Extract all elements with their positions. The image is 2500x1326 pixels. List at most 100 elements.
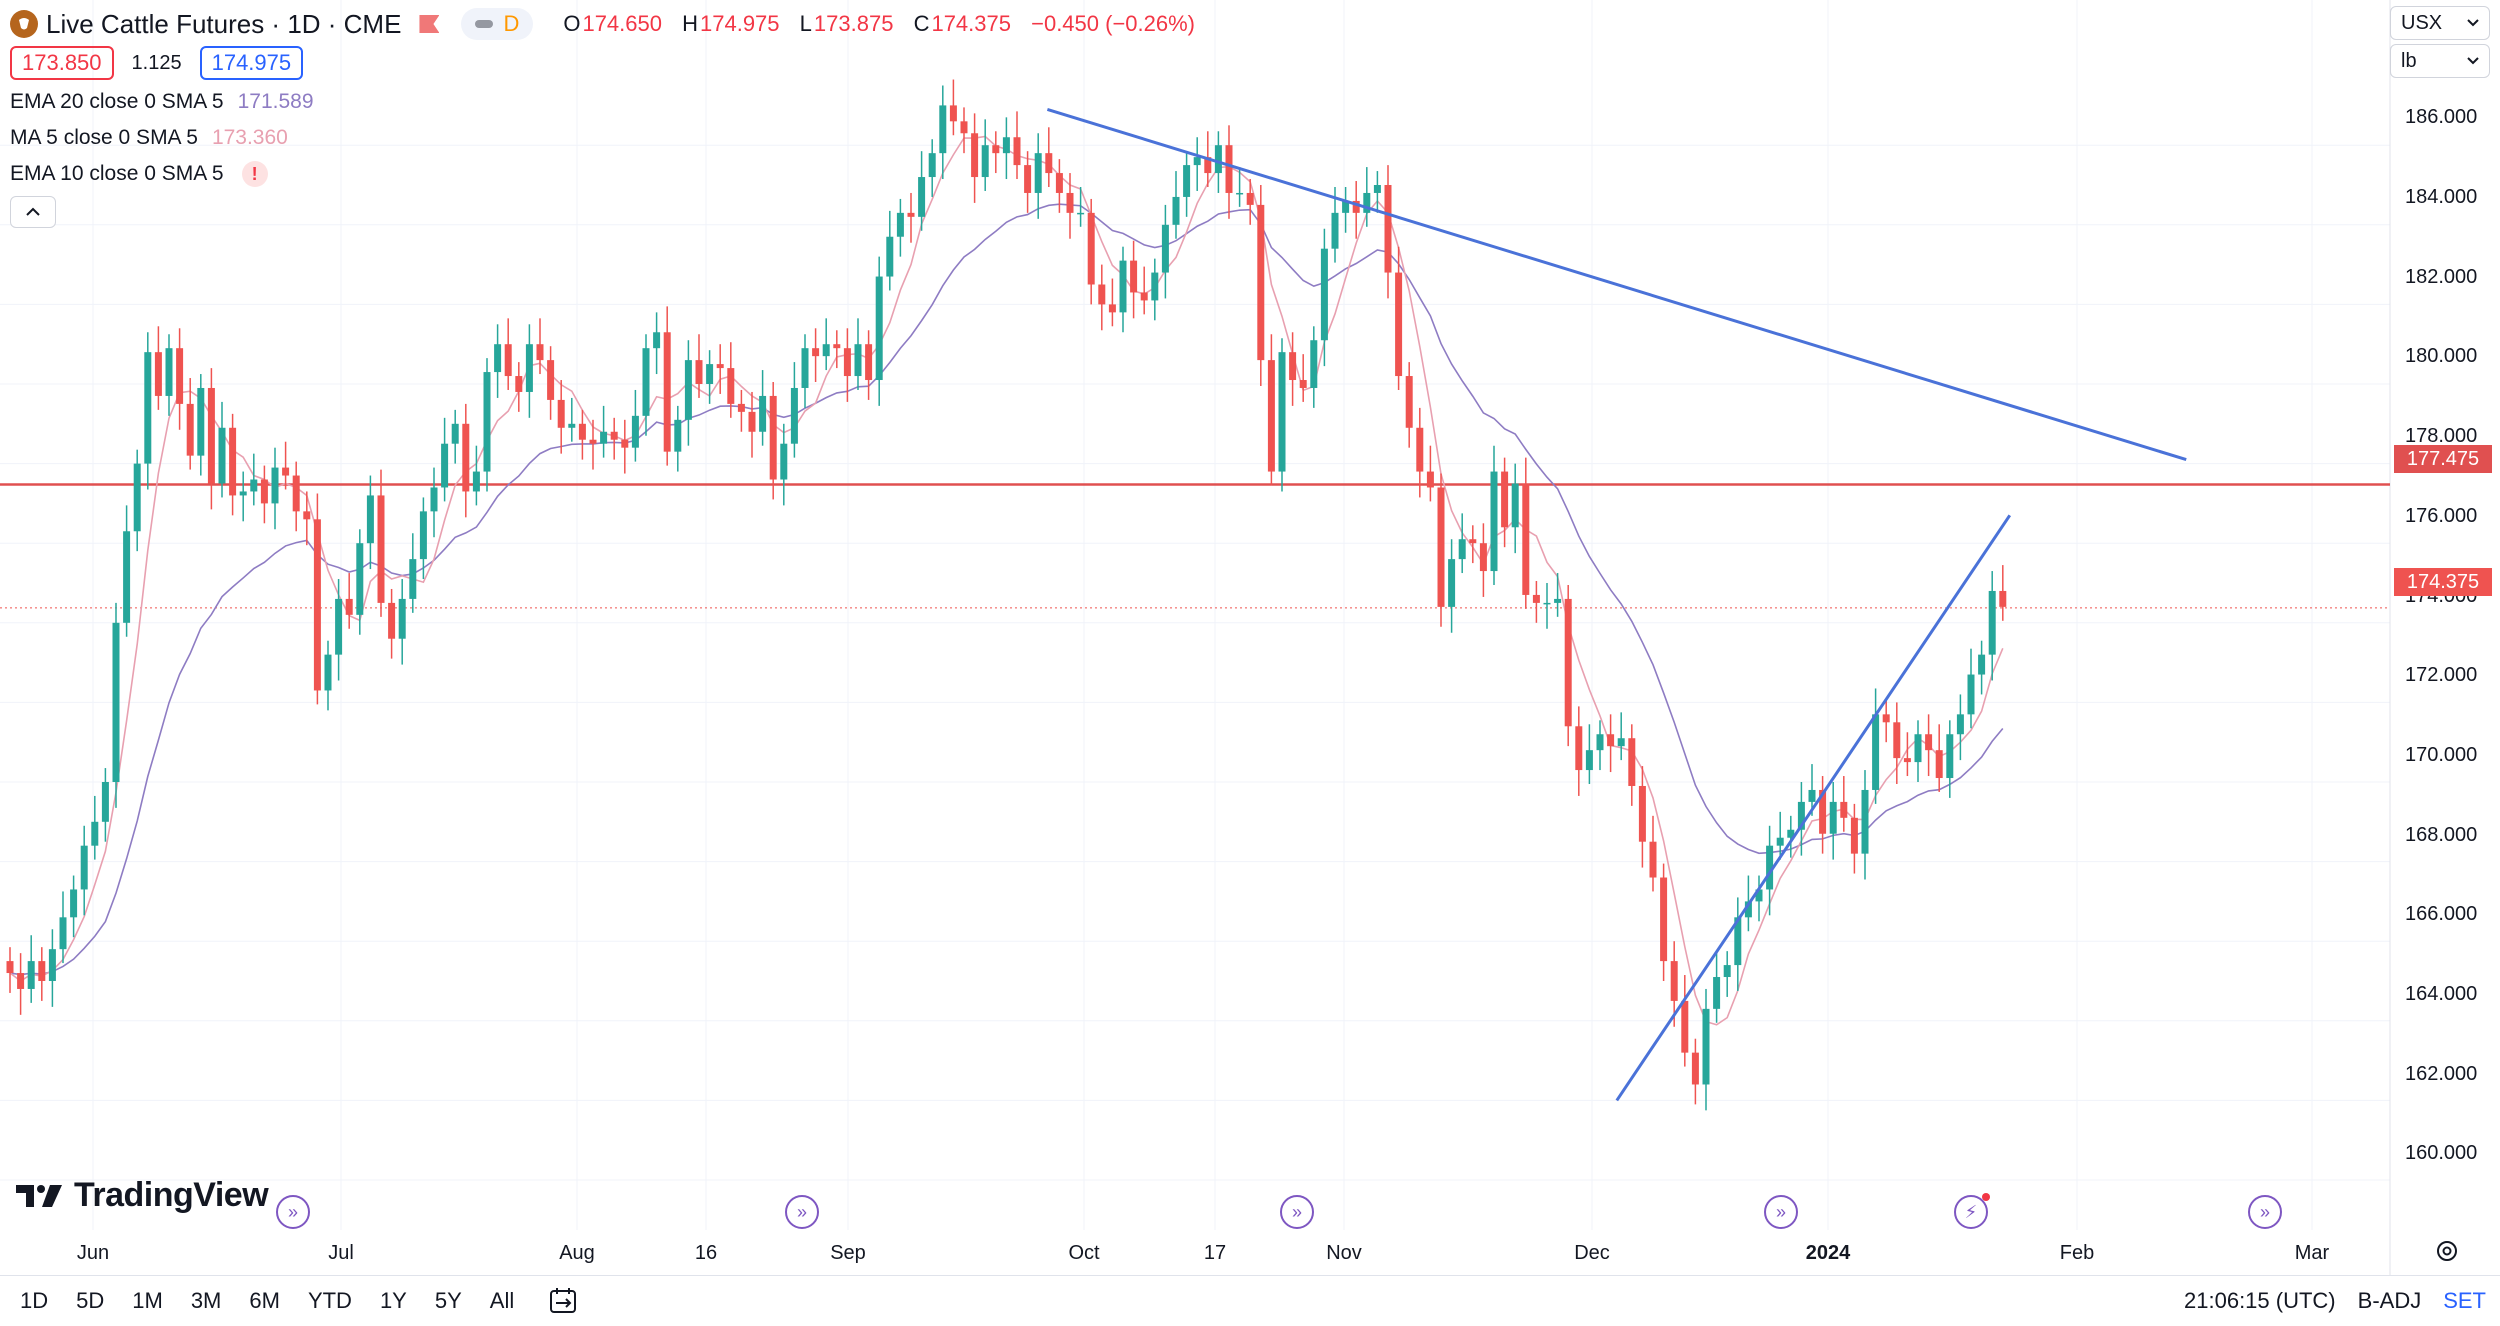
candle[interactable]: [600, 405, 608, 458]
candle[interactable]: [801, 334, 809, 408]
candle[interactable]: [1013, 111, 1021, 180]
candle[interactable]: [303, 491, 311, 546]
candle[interactable]: [1320, 228, 1328, 367]
candle[interactable]: [1373, 171, 1381, 213]
unit-select[interactable]: lb: [2390, 44, 2490, 78]
candle[interactable]: [578, 409, 586, 460]
candle[interactable]: [282, 441, 290, 490]
candle[interactable]: [631, 389, 639, 462]
event-marker-icon[interactable]: »: [276, 1195, 310, 1229]
candle[interactable]: [939, 85, 947, 180]
candle[interactable]: [790, 362, 798, 458]
candle[interactable]: [907, 192, 915, 243]
candle[interactable]: [197, 374, 205, 476]
candle[interactable]: [1829, 782, 1837, 860]
trendline[interactable]: [1615, 514, 2012, 1102]
symbol-title[interactable]: Live Cattle Futures · 1D · CME: [46, 8, 402, 39]
candle[interactable]: [568, 397, 576, 442]
candle[interactable]: [843, 328, 851, 402]
candle[interactable]: [1850, 803, 1858, 874]
candle[interactable]: [419, 497, 427, 580]
candle[interactable]: [1045, 127, 1053, 187]
gear-icon[interactable]: [2432, 1236, 2462, 1266]
candle[interactable]: [1458, 513, 1466, 574]
candle[interactable]: [1267, 334, 1275, 486]
candle[interactable]: [1511, 463, 1519, 554]
candle[interactable]: [1405, 362, 1413, 448]
candle[interactable]: [536, 318, 544, 375]
candle[interactable]: [1161, 204, 1169, 299]
candle[interactable]: [663, 306, 671, 466]
candle[interactable]: [557, 380, 565, 454]
candle[interactable]: [27, 935, 35, 1003]
candle[interactable]: [1034, 133, 1042, 219]
candle[interactable]: [1681, 975, 1689, 1067]
candle[interactable]: [345, 573, 353, 629]
candle[interactable]: [1236, 167, 1244, 207]
candle[interactable]: [1946, 720, 1954, 798]
candle[interactable]: [1978, 640, 1986, 695]
candle[interactable]: [1967, 648, 1975, 729]
candle[interactable]: [1702, 988, 1710, 1111]
candle[interactable]: [812, 328, 820, 383]
candle[interactable]: [313, 493, 321, 705]
candle[interactable]: [1840, 776, 1848, 832]
candle[interactable]: [1903, 732, 1911, 777]
candle[interactable]: [1819, 776, 1827, 854]
candle[interactable]: [1490, 445, 1498, 585]
candle[interactable]: [59, 891, 67, 964]
event-marker-icon[interactable]: »: [1280, 1195, 1314, 1229]
candle[interactable]: [1522, 457, 1530, 609]
candle[interactable]: [1225, 125, 1233, 219]
candle[interactable]: [1532, 581, 1540, 623]
candle[interactable]: [472, 445, 480, 506]
timeframe-5y[interactable]: 5Y: [434, 1288, 462, 1313]
candle[interactable]: [70, 875, 78, 938]
candle[interactable]: [1776, 811, 1784, 860]
candle[interactable]: [1437, 473, 1445, 627]
candle[interactable]: [1893, 702, 1901, 784]
candle[interactable]: [1734, 897, 1742, 991]
candle[interactable]: [854, 318, 862, 390]
candle[interactable]: [1882, 700, 1890, 743]
candle[interactable]: [1278, 338, 1286, 492]
candle[interactable]: [335, 579, 343, 681]
candle[interactable]: [759, 370, 767, 446]
candle[interactable]: [483, 358, 491, 492]
candle[interactable]: [1384, 165, 1392, 299]
candle[interactable]: [1935, 724, 1943, 792]
candle[interactable]: [409, 533, 417, 613]
candle[interactable]: [621, 419, 629, 474]
candle[interactable]: [674, 405, 682, 472]
candle[interactable]: [48, 929, 56, 1007]
candle[interactable]: [1575, 706, 1583, 796]
candle[interactable]: [1299, 354, 1307, 402]
candle[interactable]: [271, 447, 279, 530]
candle[interactable]: [144, 332, 152, 490]
candle[interactable]: [250, 453, 258, 506]
candle[interactable]: [366, 475, 374, 570]
candle[interactable]: [377, 469, 385, 617]
candle[interactable]: [525, 324, 533, 418]
collapse-legend-button[interactable]: [10, 196, 56, 228]
candle[interactable]: [1119, 246, 1127, 333]
candle[interactable]: [1289, 332, 1297, 406]
candle[interactable]: [165, 334, 173, 416]
candle[interactable]: [706, 350, 714, 404]
candle[interactable]: [1554, 573, 1562, 617]
candle[interactable]: [17, 953, 25, 1015]
candle[interactable]: [1002, 117, 1010, 180]
candle[interactable]: [207, 368, 215, 510]
chart-canvas[interactable]: [0, 0, 2500, 1275]
indicator-ema20[interactable]: EMA 20 close 0 SMA 5 171.589: [10, 84, 1209, 120]
candle[interactable]: [154, 326, 162, 410]
candle[interactable]: [6, 947, 14, 993]
candle[interactable]: [91, 795, 99, 860]
candle[interactable]: [356, 529, 364, 635]
candle[interactable]: [1479, 523, 1487, 597]
candle[interactable]: [1797, 782, 1805, 856]
candle[interactable]: [1024, 151, 1032, 213]
candle[interactable]: [960, 107, 968, 154]
timeframe-all[interactable]: All: [489, 1288, 515, 1313]
candle[interactable]: [229, 413, 237, 516]
